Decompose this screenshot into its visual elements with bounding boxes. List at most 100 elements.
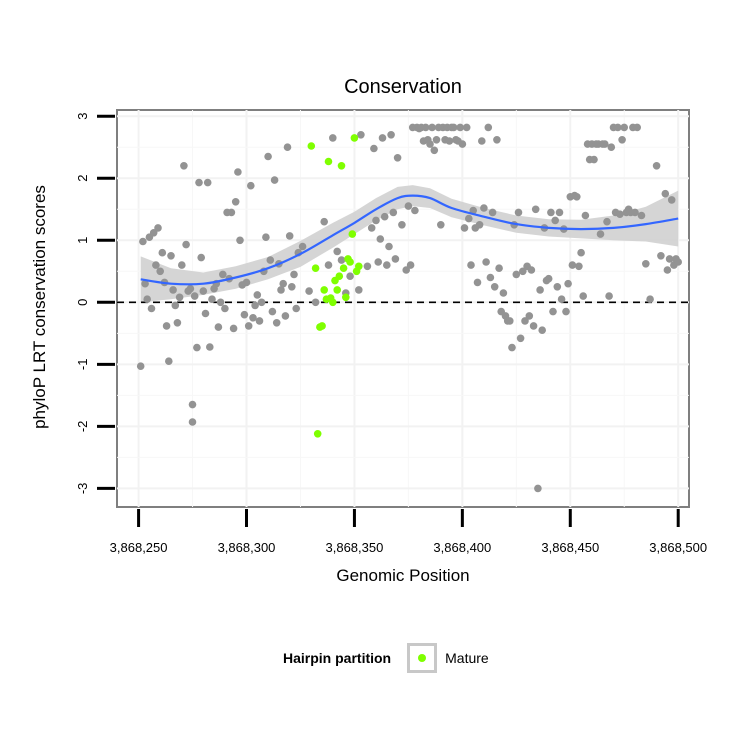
data-point bbox=[547, 208, 555, 217]
y-tick-label: -2 bbox=[75, 421, 90, 433]
data-point bbox=[475, 221, 484, 229]
y-tick-label: 1 bbox=[75, 237, 90, 244]
data-point bbox=[484, 123, 493, 132]
mature-point bbox=[348, 230, 357, 238]
data-point bbox=[525, 312, 534, 320]
data-point bbox=[143, 295, 151, 304]
data-point bbox=[430, 146, 439, 155]
data-point bbox=[227, 208, 236, 217]
mature-point bbox=[320, 286, 329, 294]
x-tick-label: 3,868,450 bbox=[541, 540, 599, 555]
data-point bbox=[601, 140, 609, 148]
data-point bbox=[298, 242, 307, 251]
data-point bbox=[411, 206, 419, 215]
mature-point bbox=[307, 142, 316, 150]
data-point bbox=[244, 322, 253, 330]
data-point bbox=[646, 295, 654, 304]
data-point bbox=[363, 262, 372, 271]
data-point bbox=[562, 307, 570, 316]
data-point bbox=[667, 196, 676, 204]
data-point bbox=[333, 247, 342, 256]
data-point bbox=[242, 278, 251, 287]
data-point bbox=[178, 261, 186, 269]
data-point bbox=[534, 484, 542, 493]
data-point bbox=[618, 136, 626, 144]
confidence-band bbox=[140, 185, 679, 303]
data-point bbox=[255, 317, 264, 325]
data-point bbox=[529, 322, 538, 330]
data-point bbox=[279, 279, 288, 288]
data-point bbox=[311, 298, 320, 307]
data-point bbox=[272, 319, 281, 327]
data-point bbox=[536, 286, 544, 294]
data-point bbox=[281, 312, 290, 320]
data-point bbox=[462, 123, 471, 132]
data-point bbox=[499, 289, 508, 297]
data-point bbox=[482, 258, 490, 266]
data-point bbox=[605, 292, 613, 300]
mature-point bbox=[318, 322, 326, 330]
data-point bbox=[229, 324, 238, 333]
data-point bbox=[490, 283, 499, 291]
data-point bbox=[389, 208, 398, 217]
y-tick-label: -3 bbox=[75, 483, 90, 495]
data-point bbox=[355, 286, 363, 294]
data-point bbox=[154, 224, 162, 232]
legend: Hairpin partition Mature bbox=[283, 641, 489, 675]
mature-point bbox=[339, 264, 348, 273]
data-point bbox=[283, 143, 292, 151]
data-point bbox=[553, 283, 562, 291]
mature-point bbox=[337, 162, 346, 170]
data-point bbox=[637, 211, 646, 220]
data-point bbox=[285, 232, 294, 240]
data-point bbox=[236, 236, 244, 245]
data-point bbox=[214, 323, 223, 331]
data-point bbox=[478, 137, 486, 145]
x-tick-label: 3,868,400 bbox=[433, 540, 491, 555]
data-point bbox=[432, 136, 441, 144]
data-point bbox=[173, 319, 182, 327]
data-point bbox=[568, 261, 577, 269]
data-point bbox=[620, 123, 628, 132]
data-point bbox=[372, 216, 380, 225]
data-point bbox=[292, 304, 301, 313]
data-point bbox=[378, 134, 387, 142]
mature-point bbox=[335, 272, 344, 281]
y-tick-label: 0 bbox=[75, 299, 90, 306]
data-point bbox=[203, 178, 212, 187]
data-point bbox=[590, 155, 598, 164]
data-point bbox=[247, 181, 255, 190]
data-point bbox=[614, 123, 622, 132]
data-point bbox=[460, 224, 469, 232]
other-points-layer bbox=[136, 123, 682, 493]
mature-point bbox=[355, 262, 363, 271]
data-point bbox=[165, 357, 173, 366]
mature-point bbox=[333, 286, 342, 294]
data-point bbox=[661, 189, 670, 198]
data-point bbox=[642, 260, 650, 268]
data-point bbox=[573, 193, 581, 201]
data-point bbox=[180, 162, 188, 170]
data-point bbox=[195, 178, 203, 187]
chart-title: Conservation bbox=[344, 76, 462, 98]
data-point bbox=[385, 242, 393, 251]
data-point bbox=[188, 400, 197, 409]
data-point bbox=[288, 283, 296, 291]
x-tick-label: 3,868,350 bbox=[326, 540, 384, 555]
grid-lines bbox=[117, 110, 689, 507]
data-point bbox=[577, 248, 585, 257]
data-point bbox=[182, 240, 190, 249]
data-point bbox=[506, 317, 514, 325]
data-point bbox=[495, 264, 503, 273]
data-point bbox=[555, 208, 564, 217]
data-point bbox=[551, 216, 559, 225]
data-point bbox=[175, 293, 184, 302]
data-point bbox=[631, 208, 639, 217]
data-point bbox=[469, 206, 478, 215]
data-point bbox=[277, 286, 285, 294]
data-point bbox=[167, 252, 175, 260]
data-point bbox=[579, 292, 587, 300]
data-point bbox=[149, 229, 158, 237]
data-point bbox=[158, 248, 167, 257]
data-point bbox=[257, 298, 266, 307]
